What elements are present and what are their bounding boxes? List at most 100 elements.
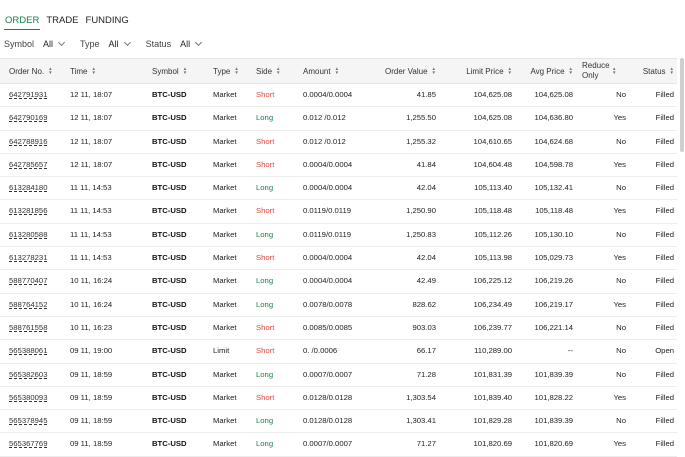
cell-order-no[interactable]: 642790169 [9, 113, 48, 123]
cell-time: 10 11, 16:24 [70, 299, 113, 309]
header-symbol[interactable]: Symbol ▲ ▼ [152, 59, 208, 83]
cell-side: Long [256, 439, 274, 449]
cell-amount: 0.0004/0.0004 [303, 159, 353, 169]
cell-avg-price: 104,598.78 [534, 159, 573, 169]
type-filter-label: Type [80, 39, 100, 49]
cell-status: Filled [655, 392, 674, 402]
cell-order-no[interactable]: 613280588 [9, 229, 48, 239]
header-amount[interactable]: Amount ▲ ▼ [303, 59, 375, 83]
cell-order-no[interactable]: 642791931 [9, 90, 48, 99]
header-time[interactable]: Time ▲ ▼ [70, 59, 140, 83]
table-row[interactable]: 565367769 09 11, 18:59 BTC-USD Market Long 0.… [0, 433, 677, 457]
header-status[interactable]: Status ▲ ▼ [630, 59, 674, 83]
table-row[interactable]: 613281856 11 11, 14:53 BTC-USD Market Short 0… [0, 200, 677, 224]
cell-amount: 0.0078/0.0078 [303, 299, 353, 309]
cell-type: Limit [213, 346, 230, 356]
history-tabs: ORDER TRADE FUNDING [4, 14, 130, 30]
cell-order-no[interactable]: 613281856 [9, 206, 48, 216]
header-order-no[interactable]: Order No. ▲ ▼ [9, 59, 67, 83]
cell-reduce-only: No [616, 90, 626, 99]
cell-limit-price: 106,234.49 [473, 299, 512, 309]
cell-reduce-only: No [616, 322, 626, 332]
table-row[interactable]: 588761558 10 11, 16:23 BTC-USD Market Short 0… [0, 317, 677, 341]
cell-order-no[interactable]: 588764152 [9, 299, 48, 309]
tab-order[interactable]: ORDER [4, 14, 41, 30]
sort-icon: ▲ ▼ [91, 66, 96, 75]
cell-status: Filled [655, 206, 674, 216]
cell-side: Short [256, 90, 275, 99]
table-row[interactable]: 613278231 11 11, 14:53 BTC-USD Market Short 0… [0, 247, 677, 271]
table-row[interactable]: 642785657 12 11, 18:07 BTC-USD Market Short 0… [0, 154, 677, 178]
table-row[interactable]: 565378945 09 11, 18:59 BTC-USD Market Long 0.… [0, 410, 677, 434]
cell-limit-price: 101,820.69 [473, 439, 512, 449]
cell-side: Long [256, 183, 274, 193]
cell-limit-price: 104,604.48 [473, 159, 512, 169]
table-row[interactable]: 642788916 12 11, 18:07 BTC-USD Market Short 0… [0, 131, 677, 154]
cell-side: Short [256, 253, 275, 263]
cell-status: Filled [655, 136, 674, 146]
cell-time: 11 11, 14:53 [70, 206, 112, 216]
cell-reduce-only: No [616, 229, 626, 239]
cell-avg-price: 106,221.14 [534, 322, 573, 332]
sort-icon: ▲ ▼ [507, 66, 512, 75]
cell-type: Market [213, 299, 237, 309]
table-row[interactable]: 565388061 09 11, 19:00 BTC-USD Limit Short 0.… [0, 340, 677, 364]
cell-order-value: 1,255.50 [406, 113, 436, 123]
status-filter-label: Status [145, 39, 172, 49]
tab-trade[interactable]: TRADE [46, 15, 79, 26]
cell-limit-price: 110,289.00 [474, 346, 512, 356]
cell-time: 12 11, 18:07 [70, 136, 113, 146]
table-row[interactable]: 588770407 10 11, 16:24 BTC-USD Market Long 0.… [0, 270, 677, 294]
cell-order-value: 42.49 [416, 276, 436, 286]
table-row[interactable]: 613280588 11 11, 14:53 BTC-USD Market Long 0.… [0, 224, 677, 248]
cell-reduce-only: No [616, 369, 626, 379]
table-row[interactable]: 565380093 09 11, 18:59 BTC-USD Market Short 0… [0, 387, 677, 411]
table-row[interactable]: 588764152 10 11, 16:24 BTC-USD Market Long 0.… [0, 294, 677, 317]
table-row[interactable]: 642790169 12 11, 18:07 BTC-USD Market Long 0.… [0, 107, 677, 131]
symbol-filter-select[interactable]: All [43, 38, 66, 49]
table-row[interactable]: 613284180 11 11, 14:53 BTC-USD Market Long 0.… [0, 177, 677, 201]
cell-side: Long [256, 113, 274, 123]
cell-order-no[interactable]: 588761558 [9, 322, 48, 332]
cell-status: Filled [655, 276, 674, 286]
cell-order-value: 903.03 [412, 322, 436, 332]
status-filter-select[interactable]: All [180, 38, 203, 49]
cell-status: Filled [655, 416, 674, 426]
header-side[interactable]: Side ▲ ▼ [256, 59, 294, 83]
tab-funding[interactable]: FUNDING [85, 15, 129, 26]
cell-order-value: 828.62 [412, 299, 436, 309]
vertical-scrollbar[interactable] [680, 58, 684, 152]
cell-reduce-only: Yes [613, 392, 626, 402]
table-row[interactable]: 642791931 12 11, 18:07 BTC-USD Market Short 0… [0, 84, 677, 108]
cell-order-no[interactable]: 642785657 [9, 159, 48, 169]
header-avg-price[interactable]: Avg Price ▲ ▼ [518, 59, 573, 83]
cell-order-no[interactable]: 613284180 [9, 183, 48, 193]
cell-avg-price: 105,130.10 [534, 229, 573, 239]
header-order-value[interactable]: Order Value ▲ ▼ [374, 59, 436, 83]
type-filter-select[interactable]: All [109, 38, 131, 49]
filter-bar: Symbol All Type All Status All [4, 36, 217, 52]
chevron-down-icon [195, 38, 203, 47]
cell-order-no[interactable]: 565382603 [9, 369, 48, 379]
cell-type: Market [213, 229, 237, 239]
header-label: Time [70, 66, 88, 76]
cell-symbol: BTC-USD [152, 229, 187, 239]
cell-order-no[interactable]: 565380093 [9, 392, 48, 402]
cell-status: Filled [655, 159, 674, 169]
header-reduce-only[interactable]: Reduce Only ▲ ▼ [582, 59, 626, 83]
header-limit-price[interactable]: Limit Price ▲ ▼ [446, 59, 512, 83]
cell-status: Filled [655, 229, 674, 239]
cell-order-no[interactable]: 588770407 [9, 276, 48, 286]
cell-amount: 0.0119/0.0119 [303, 206, 352, 216]
cell-order-no[interactable]: 565367769 [9, 439, 48, 449]
cell-limit-price: 104,610.65 [473, 136, 512, 146]
table-row[interactable]: 565382603 09 11, 18:59 BTC-USD Market Long 0.… [0, 364, 677, 387]
cell-reduce-only: No [616, 416, 626, 426]
cell-order-value: 42.04 [416, 253, 436, 263]
cell-order-no[interactable]: 565388061 [9, 346, 48, 356]
cell-order-no[interactable]: 613278231 [9, 253, 48, 263]
cell-amount: 0.0004/0.0004 [303, 90, 353, 99]
cell-order-no[interactable]: 565378945 [9, 416, 48, 426]
cell-order-no[interactable]: 642788916 [9, 136, 48, 146]
header-type[interactable]: Type ▲ ▼ [213, 59, 251, 83]
